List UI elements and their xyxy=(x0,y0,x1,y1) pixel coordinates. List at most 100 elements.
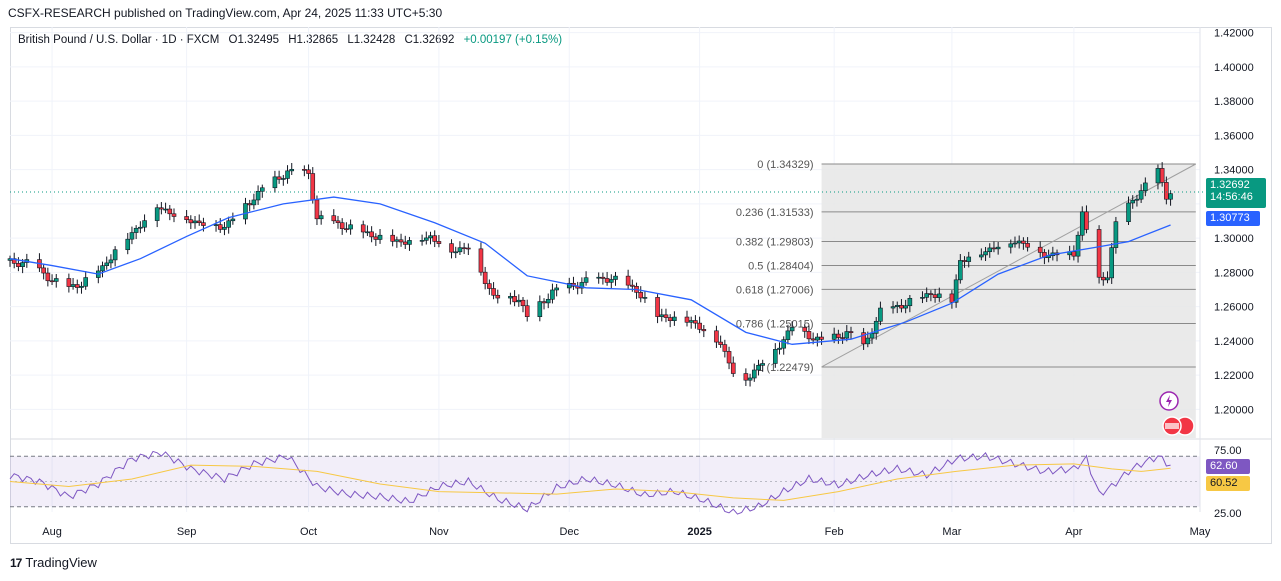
candle-body xyxy=(1105,277,1110,281)
candle-body xyxy=(684,316,690,323)
candle-body xyxy=(802,327,808,332)
candle-body xyxy=(1096,229,1102,278)
candle-body xyxy=(154,207,160,221)
candle-body xyxy=(453,251,459,254)
candle-body xyxy=(171,213,177,217)
candle-body xyxy=(642,297,648,299)
candle-body xyxy=(907,297,913,307)
candle-body xyxy=(760,363,765,366)
time-tick-label: Aug xyxy=(42,526,62,538)
candle-body xyxy=(478,248,484,273)
candle-body xyxy=(1025,243,1030,248)
candle-body xyxy=(508,296,513,299)
candle-body xyxy=(730,362,736,374)
candle-body xyxy=(449,243,454,253)
tradingview-brand[interactable]: 17 TradingView xyxy=(10,555,97,570)
candle-body xyxy=(1100,276,1106,281)
candle-body xyxy=(789,327,795,332)
ohlc-low: L1.32428 xyxy=(347,34,396,46)
candle-body xyxy=(318,215,324,220)
candle-body xyxy=(192,220,198,224)
time-tick-label: May xyxy=(1190,526,1211,538)
candle-body xyxy=(655,297,660,317)
candle-body xyxy=(83,277,88,287)
price-tick-label: 1.24000 xyxy=(1214,336,1254,348)
rsi-line xyxy=(9,450,1171,515)
candle-body xyxy=(848,331,854,333)
price-tick-label: 1.36000 xyxy=(1214,130,1254,142)
candle-body xyxy=(1075,234,1081,257)
candle-body xyxy=(777,347,782,350)
candle-body xyxy=(11,258,17,264)
candle-body xyxy=(873,320,879,334)
candle-body xyxy=(751,369,757,379)
candle-body xyxy=(920,297,925,299)
candle-body xyxy=(524,305,530,317)
time-tick-label: Nov xyxy=(429,526,449,538)
candle-body xyxy=(41,267,46,274)
candle-body xyxy=(259,187,265,192)
candle-body xyxy=(1138,190,1144,200)
candle-body xyxy=(688,320,694,323)
candle-body xyxy=(1155,168,1161,184)
candle-body xyxy=(781,339,787,349)
price-tick-label: 1.20000 xyxy=(1214,404,1254,416)
rsi-tick-label: 25.00 xyxy=(1214,508,1242,520)
candle-body xyxy=(159,207,164,210)
candle-body xyxy=(1021,240,1026,244)
candle-body xyxy=(230,218,236,222)
candle-body xyxy=(747,377,753,381)
rsi-ma-line xyxy=(9,463,1171,501)
candle-body xyxy=(432,235,437,242)
candle-body xyxy=(630,284,635,287)
fibonacci-zone xyxy=(821,164,1196,438)
symbol-title[interactable]: British Pound / U.S. Dollar · 1D · FXCM xyxy=(18,34,220,46)
candle-body xyxy=(995,246,1001,250)
candle-body xyxy=(373,236,379,240)
candle-body xyxy=(899,305,904,309)
candle-body xyxy=(289,169,295,172)
candle-body xyxy=(962,260,967,262)
time-tick-label: Dec xyxy=(559,526,579,538)
candle-body xyxy=(613,275,618,280)
candle-body xyxy=(487,283,492,289)
candle-body xyxy=(281,178,286,180)
trendline xyxy=(821,163,1197,368)
candle-body xyxy=(1079,211,1085,236)
price-tick-label: 1.34000 xyxy=(1214,165,1254,177)
candle-body xyxy=(217,224,223,230)
candle-body xyxy=(936,293,942,298)
candle-body xyxy=(49,280,55,283)
candle-body xyxy=(697,322,702,330)
candle-body xyxy=(243,203,248,220)
last-price-tag: 1.32692 14:56:46 xyxy=(1206,178,1266,208)
candle-body xyxy=(1042,252,1047,258)
candle-body xyxy=(714,330,719,343)
flags-event-icon[interactable] xyxy=(1162,416,1195,436)
candle-body xyxy=(129,232,135,240)
candle-body xyxy=(596,276,601,279)
price-tick-label: 1.38000 xyxy=(1214,96,1254,108)
candle-body xyxy=(407,240,412,245)
candle-body xyxy=(667,317,673,321)
candle-body xyxy=(1130,199,1136,204)
price-tick-label: 1.28000 xyxy=(1214,267,1254,279)
candle-body xyxy=(958,260,963,281)
candle-body xyxy=(1159,168,1165,183)
candle-body xyxy=(1008,243,1014,248)
candle-body xyxy=(45,272,51,282)
chart-frame xyxy=(10,27,1272,544)
candle-body xyxy=(836,333,841,338)
ohlc-high: H1.32865 xyxy=(288,34,339,46)
time-tick-label: Oct xyxy=(300,526,317,538)
price-tick-label: 1.26000 xyxy=(1214,302,1254,314)
candle-body xyxy=(953,279,959,303)
candle-body xyxy=(949,293,955,303)
candle-body xyxy=(979,254,984,258)
candle-body xyxy=(335,220,341,224)
candle-body xyxy=(394,239,400,242)
lightning-event-icon[interactable] xyxy=(1159,391,1179,411)
time-tick-label: Mar xyxy=(942,526,961,538)
candle-body xyxy=(365,231,370,234)
